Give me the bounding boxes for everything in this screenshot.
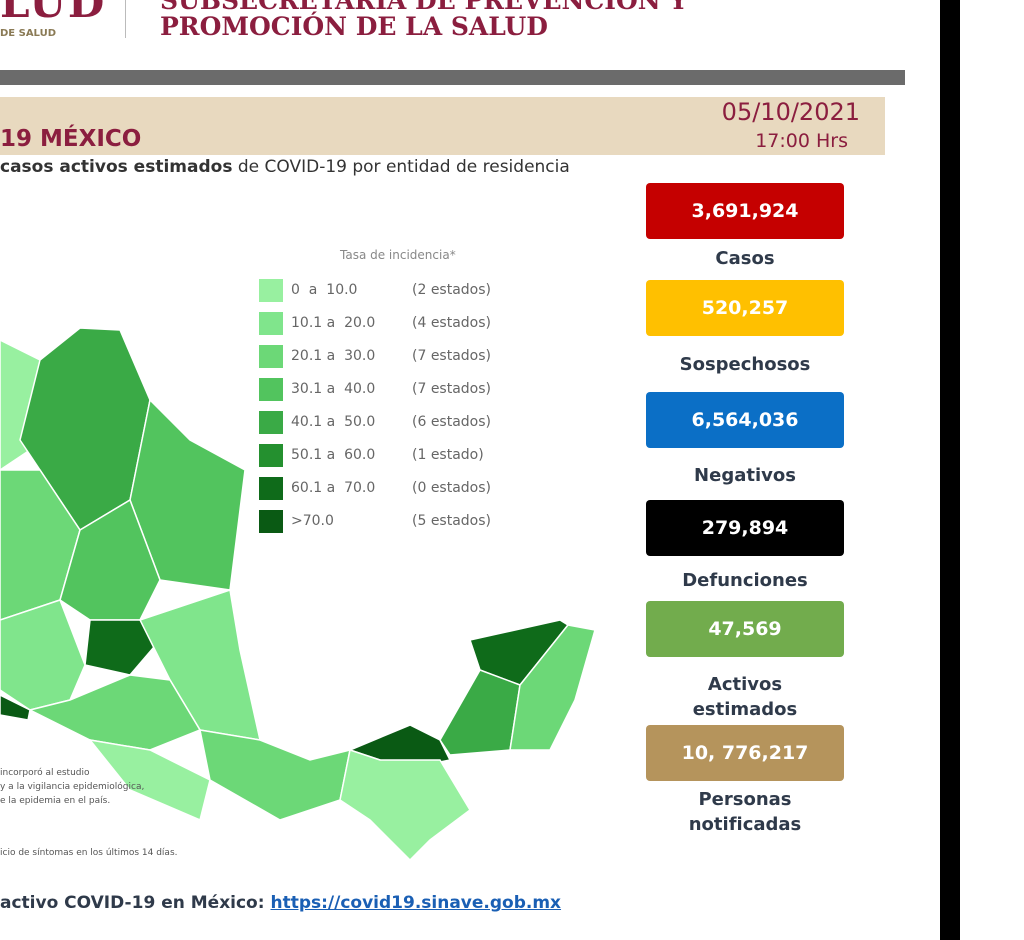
date: 05/10/2021 [721, 98, 860, 126]
stat-label: Negativos [694, 465, 796, 486]
legend-swatch [259, 510, 283, 533]
legend-count: (2 estados) [412, 282, 492, 298]
logo-sub: DE SALUD [0, 28, 56, 39]
logo: LUD [0, 0, 107, 27]
banner [0, 97, 885, 155]
footnote: e la epidemia en el país. [0, 796, 111, 806]
stat-value: 3,691,924 [646, 183, 844, 239]
stat-label: Personas notificadas [688, 789, 802, 835]
legend-range: 20.1 a 30.0 [291, 348, 376, 364]
legend-range: 10.1 a 20.0 [291, 315, 376, 331]
header-title: SUBSECRETARÍA DE PREVENCIÓN Y [160, 0, 688, 15]
legend-count: (5 estados) [412, 513, 492, 529]
legend-count: (4 estados) [412, 315, 492, 331]
stat-value: 10, 776,217 [646, 725, 844, 781]
legend-count: (1 estado) [412, 447, 484, 463]
footer: activo COVID-19 en México: https://covid… [0, 893, 561, 913]
stat-value: 47,569 [646, 601, 844, 657]
legend-count: (0 estados) [412, 480, 492, 496]
legend-count: (6 estados) [412, 414, 492, 430]
footnote: y a la vigilancia epidemiológica, [0, 782, 145, 792]
footer-link[interactable]: https://covid19.sinave.gob.mx [270, 893, 562, 913]
separator [125, 0, 126, 38]
legend-range: 60.1 a 70.0 [291, 480, 376, 496]
stat-value: 279,894 [646, 500, 844, 556]
legend-title: Tasa de incidencia* [340, 248, 456, 262]
header-title: PROMOCIÓN DE LA SALUD [160, 12, 548, 41]
legend-count: (7 estados) [412, 381, 492, 397]
banner-title: 19 MÉXICO [0, 126, 142, 152]
footnote: incorporó al estudio [0, 768, 90, 778]
legend-range: 0 a 10.0 [291, 282, 358, 298]
map [0, 327, 596, 862]
legend-count: (7 estados) [412, 348, 492, 364]
subtitle-rest: de COVID-19 por entidad de residencia [232, 157, 570, 177]
time: 17:00 Hrs [755, 130, 848, 152]
subtitle: casos activos estimados de COVID-19 por … [0, 157, 570, 177]
legend-swatch [259, 312, 283, 335]
legend-range: 50.1 a 60.0 [291, 447, 376, 463]
stat-label: Defunciones [682, 570, 808, 591]
black-band [940, 0, 960, 940]
legend-range: 30.1 a 40.0 [291, 381, 376, 397]
gray-bar [0, 70, 905, 85]
subtitle-bold: casos activos estimados [0, 157, 233, 177]
footnote: icio de síntomas en los últimos 14 días. [0, 848, 178, 858]
stat-value: 520,257 [646, 280, 844, 336]
stat-label: Casos [715, 248, 775, 269]
footer-text: activo COVID-19 en México: [0, 893, 271, 913]
stat-value: 6,564,036 [646, 392, 844, 448]
legend-swatch [259, 444, 283, 467]
stat-label: Sospechosos [679, 354, 811, 375]
legend-swatch [259, 477, 283, 500]
legend-swatch [259, 411, 283, 434]
legend-range: 40.1 a 50.0 [291, 414, 376, 430]
legend-range: >70.0 [291, 513, 334, 529]
legend-swatch [259, 345, 283, 368]
legend-swatch [259, 378, 283, 401]
stat-label: Activos estimados [692, 674, 798, 720]
legend-swatch [259, 279, 283, 302]
